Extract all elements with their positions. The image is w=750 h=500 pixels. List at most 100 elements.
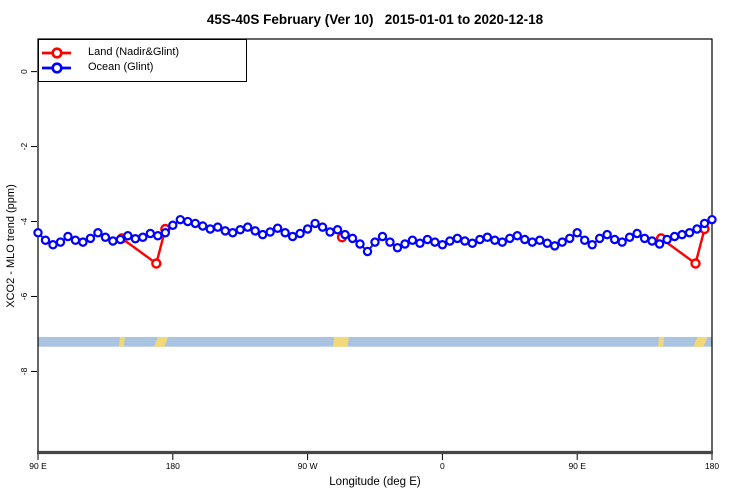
axes: 90 E 180 90 W 0 90 E 180 0 -2 -4 -6 -8 (19, 69, 719, 471)
ocean-point (370, 237, 380, 247)
ocean-point (512, 231, 522, 241)
ocean-series (33, 214, 717, 257)
y-tick-label: -2 (19, 143, 29, 151)
ocean-point (130, 234, 141, 244)
ocean-point (527, 237, 537, 247)
ocean-point (63, 231, 73, 242)
ocean-point (392, 243, 403, 253)
ocean-point (213, 222, 223, 232)
ocean-point (535, 235, 545, 245)
ocean-point (198, 221, 208, 231)
ocean-point (228, 228, 238, 238)
ocean-point (460, 236, 470, 246)
x-tick-label: 180 (166, 461, 180, 471)
ocean-point (265, 227, 275, 237)
ocean-point (355, 239, 365, 249)
ocean-point (609, 234, 620, 245)
ocean-point (48, 240, 58, 250)
ocean-point (160, 228, 171, 238)
ocean-point (520, 234, 530, 245)
ocean-point (235, 225, 245, 235)
ocean-point (190, 218, 200, 229)
ocean-point (490, 235, 500, 245)
ocean-series-marker-icon (42, 61, 71, 74)
ocean-point (669, 231, 680, 242)
ocean-point (550, 241, 560, 251)
ocean-point (699, 218, 710, 229)
ocean-point (662, 234, 672, 245)
ocean-point (475, 234, 485, 245)
ocean-point (445, 236, 455, 246)
map-band-land-tasmania (118, 336, 125, 347)
ocean-point (362, 246, 373, 257)
ocean-point (115, 234, 126, 245)
ocean-point (332, 225, 343, 235)
map-band (38, 336, 712, 347)
ocean-point (565, 233, 575, 244)
legend-label-ocean: Ocean (Glint) (88, 61, 154, 73)
ocean-point (647, 236, 657, 246)
map-band-land-new-zealand (154, 336, 169, 347)
ocean-point (632, 228, 642, 239)
map-band-land-tasmania-wrap (658, 336, 665, 347)
ocean-point (183, 216, 193, 227)
map-band-ocean (38, 336, 712, 347)
ocean-point (70, 235, 81, 245)
ocean-point (55, 237, 66, 247)
ocean-point (175, 214, 185, 225)
x-tick-label: 90 E (29, 461, 47, 471)
ocean-point (579, 235, 590, 245)
y-axis-label: XCO2 - MLO trend (ppm) (5, 184, 17, 308)
ocean-point (347, 233, 358, 244)
legend: Land (Nadir&Glint) Ocean (Glint) (38, 39, 247, 82)
ocean-point (684, 228, 695, 238)
ocean-point (639, 233, 650, 244)
ocean-point (497, 237, 508, 247)
ocean-point (677, 229, 687, 240)
ocean-point (572, 228, 582, 238)
x-tick-label: 90 E (568, 461, 586, 471)
ocean-point (452, 233, 463, 244)
legend-label-land: Land (Nadir&Glint) (88, 46, 180, 58)
land-series-marker-icon (42, 46, 71, 59)
ocean-point (692, 224, 702, 234)
ocean-point (505, 233, 515, 244)
ocean-point (707, 214, 717, 225)
ocean-point (407, 235, 418, 245)
ocean-point (415, 238, 425, 248)
ocean-point (587, 240, 597, 250)
ocean-point (624, 232, 635, 242)
ocean-point (617, 237, 627, 247)
ocean-point (482, 232, 493, 242)
ocean-point (280, 228, 290, 238)
map-band-land-new-zealand-wrap (693, 336, 708, 347)
chart-title: 45S-40S February (Ver 10) 2015-01-01 to … (206, 12, 544, 27)
ocean-point (654, 239, 665, 249)
ocean-point (242, 222, 253, 232)
x-tick-label: 90 W (298, 461, 318, 471)
map-band-land-south-america (333, 336, 349, 347)
y-tick-label: -8 (19, 367, 29, 375)
ocean-point (250, 226, 260, 236)
ocean-point (85, 233, 96, 244)
ocean-point (377, 231, 388, 242)
ocean-point (272, 223, 283, 233)
legend-item-land: Land (Nadir&Glint) (39, 45, 246, 60)
ocean-point (467, 238, 478, 248)
land-point (690, 258, 701, 269)
ocean-point (325, 227, 335, 237)
ocean-point (302, 224, 313, 234)
ocean-point (205, 224, 215, 234)
ocean-point (295, 228, 305, 239)
y-tick-label: 0 (19, 69, 29, 74)
ocean-point (168, 220, 178, 230)
ocean-point (422, 234, 433, 245)
ocean-point (385, 237, 395, 247)
x-tick-label: 180 (705, 461, 719, 471)
ocean-point (310, 218, 320, 229)
ocean-point (108, 236, 118, 246)
ocean-point (340, 229, 350, 240)
ocean-point (542, 238, 552, 248)
